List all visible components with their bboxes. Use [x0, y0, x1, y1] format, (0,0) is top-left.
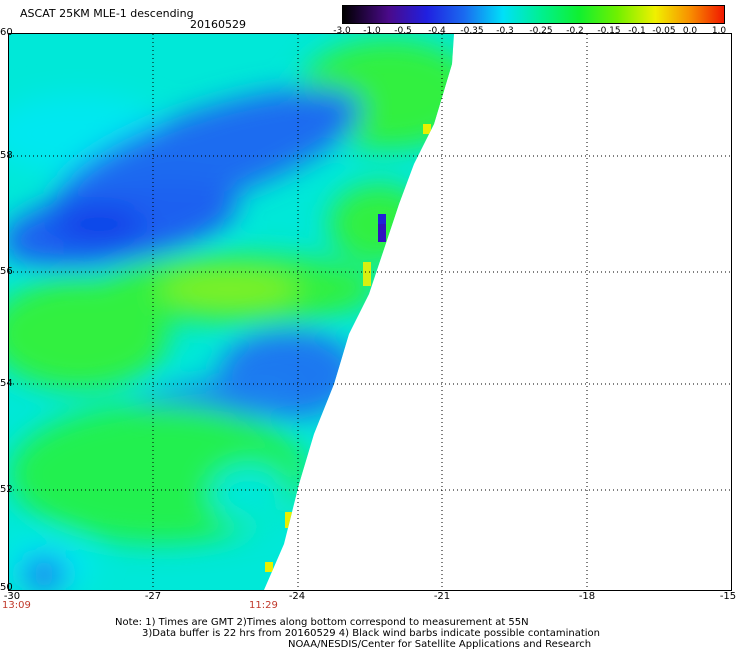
colorbar-label: 1.0 — [711, 26, 727, 36]
colorbar-label: -0.1 — [628, 26, 646, 36]
colorbar-label: -0.35 — [460, 26, 484, 36]
lat-label: 60 — [0, 27, 13, 38]
colorbar-label: -0.05 — [652, 26, 676, 36]
graticule — [9, 34, 731, 590]
lon-label: -15 — [719, 591, 737, 602]
colorbar — [342, 5, 725, 24]
colorbar-label: -0.2 — [566, 26, 584, 36]
swath-plot — [9, 34, 731, 590]
colorbar-label: -0.15 — [597, 26, 621, 36]
time-label: 11:29 — [249, 600, 278, 611]
note-line-1: Note: 1) Times are GMT 2)Times along bot… — [115, 617, 529, 628]
time-label: 13:09 — [2, 600, 31, 611]
chart-date: 20160529 — [190, 18, 246, 31]
chart-title: ASCAT 25KM MLE-1 descending — [20, 7, 194, 20]
lon-label: -21 — [433, 591, 451, 602]
swath-field — [9, 34, 454, 590]
colorbar-label: -0.5 — [394, 26, 412, 36]
lat-label: 54 — [0, 378, 13, 389]
colorbar-label: -3.0 — [333, 26, 351, 36]
lon-label: -18 — [578, 591, 596, 602]
colorbar-label: 0.0 — [682, 26, 698, 36]
lat-label: 58 — [0, 150, 13, 161]
note-line-2: 3)Data buffer is 22 hrs from 20160529 4)… — [142, 628, 600, 639]
note-line-3: NOAA/NESDIS/Center for Satellite Applica… — [288, 639, 592, 650]
map-panel — [8, 33, 732, 591]
lat-label: 56 — [0, 266, 13, 277]
colorbar-label: -0.25 — [529, 26, 553, 36]
lat-label: 52 — [0, 484, 13, 495]
lon-label: -30 — [3, 591, 21, 602]
lon-label: -24 — [288, 591, 306, 602]
colorbar-label: -0.3 — [496, 26, 514, 36]
lon-label: -27 — [144, 591, 162, 602]
colorbar-label: -0.4 — [428, 26, 446, 36]
colorbar-label: -1.0 — [363, 26, 381, 36]
colorbar-gradient — [343, 6, 724, 23]
lat-label: 50 — [0, 582, 13, 593]
